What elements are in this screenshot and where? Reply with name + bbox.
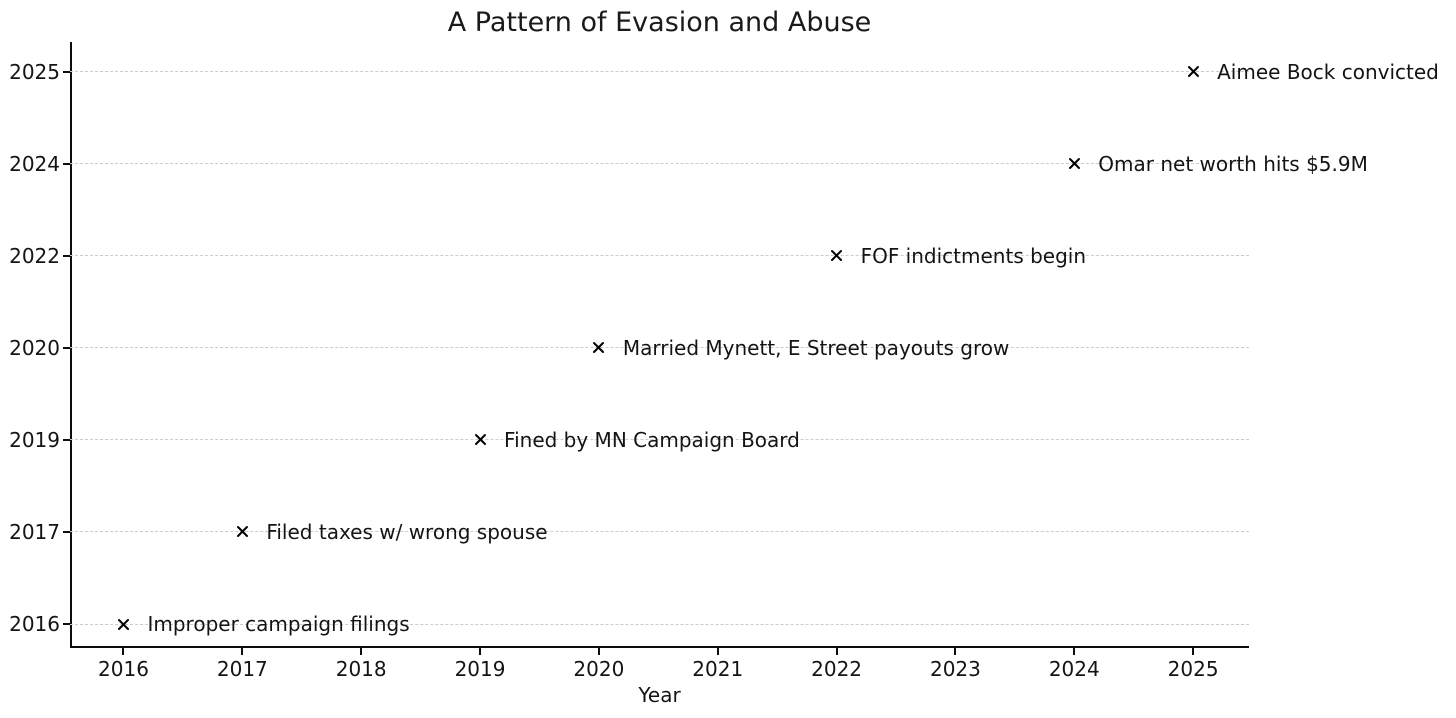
x-tick (241, 648, 244, 655)
x-tick (716, 648, 719, 655)
x-tick-label: 2016 (98, 657, 149, 681)
data-point-marker (1068, 158, 1080, 170)
y-tick (63, 623, 70, 625)
gridline (70, 439, 1249, 441)
x-tick (597, 648, 600, 655)
data-point-marker (474, 434, 486, 446)
data-point-label: Improper campaign filings (147, 612, 410, 636)
x-tick (954, 648, 957, 655)
y-tick (63, 346, 70, 349)
y-tick-label: 2025 (9, 59, 60, 84)
data-point-label: Married Mynett, E Street payouts grow (622, 335, 1010, 360)
x-tick-label: 2019 (454, 657, 506, 681)
y-tick-label: 2017 (9, 519, 60, 544)
data-point-marker (117, 618, 129, 630)
y-tick (63, 438, 70, 441)
x-tick (835, 648, 838, 655)
data-point-marker (236, 526, 248, 538)
data-point-label: FOF indictments begin (860, 243, 1087, 268)
data-point-label: Omar net worth hits $5.9M (1098, 151, 1368, 176)
y-tick (63, 254, 70, 257)
x-tick (122, 648, 125, 655)
y-tick-label: 2016 (9, 612, 60, 636)
data-point-marker (593, 342, 605, 354)
y-tick (63, 70, 70, 73)
y-tick-label: 2020 (9, 335, 60, 360)
data-point-marker (831, 250, 843, 262)
data-point-label: Aimee Bock convicted (1217, 59, 1439, 84)
gridline (70, 531, 1249, 533)
gridline (70, 623, 1249, 625)
x-tick-label: 2018 (335, 657, 387, 681)
gridline (70, 255, 1249, 257)
x-tick-label: 2025 (1167, 657, 1219, 681)
x-tick-label: 2021 (692, 657, 744, 681)
data-point-label: Filed taxes w/ wrong spouse (266, 519, 548, 544)
plot-area (70, 42, 1249, 648)
x-tick-label: 2022 (811, 657, 863, 681)
data-point-marker (1187, 66, 1199, 77)
gridline (70, 347, 1249, 349)
y-tick (63, 162, 70, 165)
x-tick-label: 2024 (1048, 657, 1100, 681)
gridline (70, 71, 1249, 72)
x-tick-label: 2023 (929, 657, 981, 681)
y-tick (63, 530, 70, 533)
gridline (70, 163, 1249, 165)
x-tick-label: 2017 (216, 657, 268, 681)
data-point-label: Fined by MN Campaign Board (504, 427, 800, 452)
x-tick (360, 648, 363, 655)
y-tick-label: 2024 (9, 151, 60, 176)
x-tick (1073, 648, 1076, 655)
x-tick (1192, 648, 1195, 655)
x-tick (479, 648, 482, 655)
y-tick-label: 2022 (9, 243, 60, 268)
y-tick-label: 2019 (9, 427, 60, 452)
chart-title: A Pattern of Evasion and Abuse (447, 7, 872, 38)
x-axis-label: Year (638, 683, 681, 707)
x-tick-label: 2020 (573, 657, 625, 681)
